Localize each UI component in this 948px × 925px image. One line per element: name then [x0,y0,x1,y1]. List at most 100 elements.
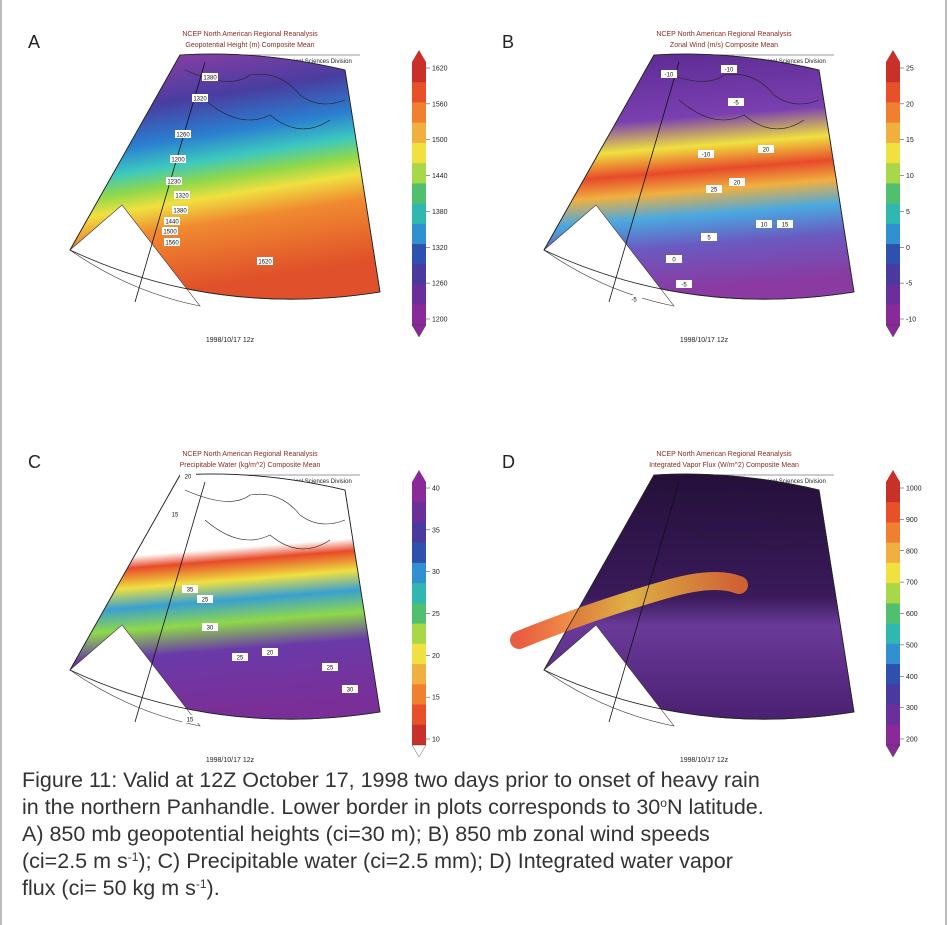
colorbar-segment [412,223,426,245]
contour-label-bg [174,191,190,199]
colorbar-label: 15 [906,137,914,144]
contour-label-bg [676,280,692,288]
meridian [608,481,680,723]
colorbar-label: 40 [432,486,440,493]
colorbar-segment [412,684,426,706]
caption-text: (ci=2.5 m s [22,849,128,873]
panel-letter: A [28,32,40,52]
colorbar-label: 800 [906,548,918,555]
colorbar-label: 5 [906,209,910,216]
contour-label-bg [262,648,278,656]
date-label: 1998/10/17 12z [206,337,255,344]
contour-label-bg [756,220,772,228]
panel-title: NCEP North American Regional Reanalysis [656,451,792,458]
contour-label-bg [342,685,358,693]
colorbar-segment [412,562,426,584]
colorbar-segment [886,482,900,503]
colorbar-cap [886,470,900,482]
colorbar-cap [411,744,427,758]
colorbar-segment [886,562,900,584]
contour-label-bg [202,73,218,81]
caption-text: A) 850 mb geopotential heights (ci=30 m)… [22,822,710,846]
caption-text: ). [207,876,220,900]
colorbar-label: 1500 [432,137,448,144]
caption-text: Figure 11: Valid at 12Z October 17, 1998… [22,768,760,792]
contour-label: 5 [707,236,711,242]
colorbar-segment [412,583,426,604]
colorbar-label: 15 [432,695,440,702]
contour-label-bg [666,255,682,263]
colorbar-segment [412,522,426,544]
colorbar-label: 35 [432,527,440,534]
colorbar-segment [886,223,900,245]
contour-label-bg [202,623,218,631]
contour-label-bg [729,178,745,186]
contour-label: -5 [733,101,739,107]
colorbar-segment [886,163,900,184]
colorbar-label: 10 [432,737,440,744]
colorbar-label: 1320 [432,245,448,252]
contour-label-bg [170,155,186,163]
colorbar-label: 1380 [432,209,448,216]
colorbar-segment [412,502,426,523]
contour-label-bg [197,595,213,603]
uncovered-wedge [69,624,201,727]
colorbar-segment [886,522,900,544]
caption-text: ); C) Precipitable water (ci=2.5 mm); D)… [138,849,732,873]
caption-line: in the northern Panhandle. Lower border … [22,795,764,819]
sector-outline [69,53,381,300]
colorbar-label: 900 [906,517,918,524]
colorbar-label: 300 [906,705,918,712]
panel-title: NCEP North American Regional Reanalysis [182,451,318,458]
caption-text: o [660,796,667,810]
contour-label-bg [232,653,248,661]
uncovered-wedge [543,204,675,307]
contour-label: 35 [187,588,194,594]
colorbar-label: 10 [906,173,914,180]
contour-label-bg [626,295,642,303]
coastline [184,489,346,550]
sector-outline [69,473,381,720]
coastline [184,69,346,130]
colorbar-segment [886,724,900,746]
colorbar-cap [412,50,426,62]
colorbar-segment [886,82,900,103]
contour-label: -10 [725,68,734,74]
contour-label-bg [257,257,273,265]
contour-label-bg [777,220,793,228]
colorbar-segment [886,244,900,265]
contour-label-bg [758,145,774,153]
colorbar-segment [412,102,426,124]
panel-title: Integrated Vapor Flux (W/m^2) Composite … [649,462,799,469]
contour-label: 1260 [176,133,190,139]
colorbar-segment [412,142,426,164]
contour-label: 30 [207,626,214,632]
contour-label-bg [182,715,198,723]
contour-label: 1500 [163,230,177,236]
colorbar-segment [886,264,900,286]
colorbar-segment [886,183,900,205]
meridian [608,61,680,303]
colorbar-segment [886,623,900,645]
contour-label-bg [322,663,338,671]
contour-label-bg [698,150,714,158]
contour-label: 20 [185,475,192,481]
date-label: 1998/10/17 12z [680,337,729,344]
sector-outline [543,473,855,720]
colorbar-segment [412,603,426,625]
caption-text: in the northern Panhandle. Lower border … [22,795,660,819]
colorbar-label: 1260 [432,281,448,288]
contour-label: 30 [347,688,354,694]
contour-label: 15 [187,718,194,724]
contour-label: -10 [702,153,711,159]
panel-title: NCEP North American Regional Reanalysis [656,31,792,38]
panel-title: Geopotential Height (m) Composite Mean [185,42,314,49]
colorbar-segment [412,623,426,645]
colorbar-segment [886,203,900,225]
panel: A NCEP North American Regional Reanalysis… [28,31,448,344]
contour-label-bg [721,65,737,73]
colorbar-label: -10 [906,317,916,324]
contour-label: -10 [665,73,674,79]
colorbar-cap [885,744,901,758]
